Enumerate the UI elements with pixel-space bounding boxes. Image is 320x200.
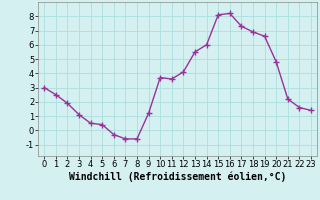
X-axis label: Windchill (Refroidissement éolien,°C): Windchill (Refroidissement éolien,°C) <box>69 172 286 182</box>
